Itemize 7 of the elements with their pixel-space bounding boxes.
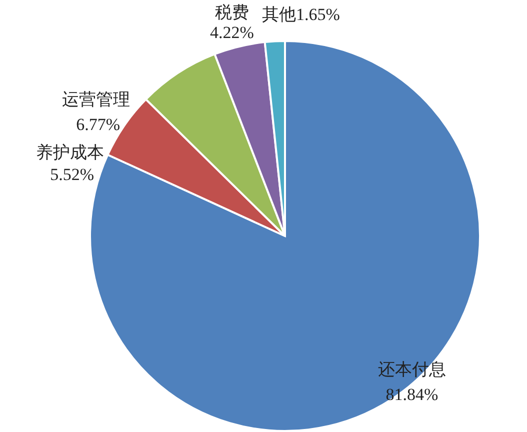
data-label: 6.77% — [76, 115, 120, 134]
slice-label: 养护成本 — [36, 143, 104, 162]
slice-label: 税费 — [215, 3, 249, 22]
data-label: 5.52% — [50, 165, 94, 184]
slice-label: 运营管理 — [62, 90, 130, 109]
slice-label: 其他1.65% — [262, 5, 340, 24]
data-label: 4.22% — [210, 23, 254, 42]
